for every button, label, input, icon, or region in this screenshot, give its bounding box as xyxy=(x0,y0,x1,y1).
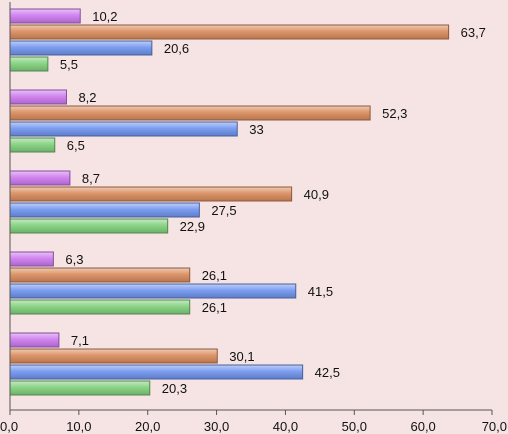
x-tick-label: 10,0 xyxy=(66,419,91,434)
data-label-series1-group4: 6,3 xyxy=(65,252,83,267)
bar-series4-group4 xyxy=(9,299,191,315)
bar-series2-group4 xyxy=(9,267,191,283)
x-tick-label: 40,0 xyxy=(273,419,298,434)
bar-series2-group3 xyxy=(9,186,293,202)
bar-series4-group1 xyxy=(9,56,49,72)
data-label-series2-group1: 63,7 xyxy=(461,25,486,40)
data-label-series2-group3: 40,9 xyxy=(304,187,329,202)
data-label-series4-group4: 26,1 xyxy=(202,300,227,315)
bar-series1-group2 xyxy=(9,89,67,105)
bar-series1-group1 xyxy=(9,8,81,24)
data-label-series1-group3: 8,7 xyxy=(82,171,100,186)
data-label-series3-group1: 20,6 xyxy=(164,41,189,56)
bar-series4-group2 xyxy=(9,137,56,153)
data-label-series3-group4: 41,5 xyxy=(308,284,333,299)
bar-series2-group2 xyxy=(9,105,371,121)
data-label-series4-group3: 22,9 xyxy=(180,219,205,234)
data-label-series2-group5: 30,1 xyxy=(229,349,254,364)
bar-series3-group3 xyxy=(9,202,200,218)
bar-series1-group4 xyxy=(9,251,54,267)
bar-series3-group1 xyxy=(9,40,153,56)
bar-series1-group3 xyxy=(9,170,71,186)
x-tick-label: 0,0 xyxy=(0,419,18,434)
data-label-series3-group2: 33 xyxy=(249,122,263,137)
bar-series3-group2 xyxy=(9,121,238,137)
x-tick-label: 30,0 xyxy=(204,419,229,434)
data-label-series3-group5: 42,5 xyxy=(315,365,340,380)
bar-series1-group5 xyxy=(9,332,60,348)
data-label-series1-group1: 10,2 xyxy=(92,9,117,24)
bar-series2-group5 xyxy=(9,348,218,364)
x-tick-label: 70,0 xyxy=(482,419,507,434)
x-tick-label: 20,0 xyxy=(135,419,160,434)
data-label-series4-group1: 5,5 xyxy=(60,57,78,72)
data-label-series2-group2: 52,3 xyxy=(382,106,407,121)
bar-series4-group3 xyxy=(9,218,169,234)
bar-series3-group5 xyxy=(9,364,304,380)
data-label-series4-group5: 20,3 xyxy=(162,381,187,396)
bar-series4-group5 xyxy=(9,380,151,396)
bar-series3-group4 xyxy=(9,283,297,299)
x-tick-label: 60,0 xyxy=(410,419,435,434)
data-label-series4-group2: 6,5 xyxy=(67,138,85,153)
data-label-series3-group3: 27,5 xyxy=(211,203,236,218)
data-label-series1-group5: 7,1 xyxy=(71,333,89,348)
bar-series2-group1 xyxy=(9,24,450,40)
x-tick-label: 50,0 xyxy=(342,419,367,434)
data-label-series1-group2: 8,2 xyxy=(78,90,96,105)
data-label-series2-group4: 26,1 xyxy=(202,268,227,283)
